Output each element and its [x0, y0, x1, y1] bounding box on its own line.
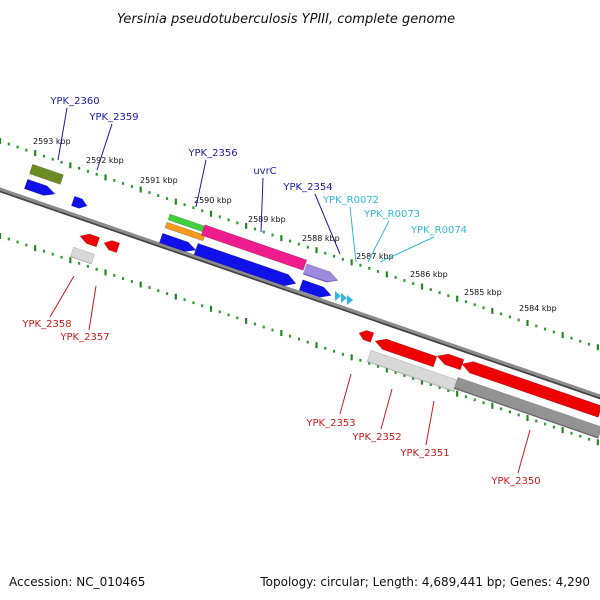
label-ypk-2359[interactable]: YPK_2359: [88, 112, 138, 123]
gene-ypk-2359[interactable]: [70, 195, 88, 210]
leader-ypk-2359: [96, 123, 113, 171]
ruler-tick-label: 2590 kbp: [194, 196, 232, 205]
gene-ypk-2352[interactable]: [435, 351, 465, 371]
leader-ypk-2354: [314, 193, 341, 255]
leader-ypk-r0073: [367, 220, 390, 263]
label-leader-lines: [49, 107, 531, 474]
leader-ypk-2357: [88, 285, 97, 331]
ruler-tick-label: 2588 kbp: [302, 234, 340, 243]
label-ypk-2360[interactable]: YPK_2360: [49, 96, 99, 107]
ruler-tick-label: 2592 kbp: [86, 156, 124, 165]
ruler-tick-label: 2593 kbp: [33, 137, 71, 146]
gene-ypk-2357[interactable]: [102, 238, 121, 253]
leader-ypk-r0074: [379, 236, 435, 263]
gene-ypk-2358[interactable]: [78, 231, 100, 248]
leader-ypk-2356: [195, 159, 207, 208]
gene-labels: YPK_2360 YPK_2359 YPK_2356 uvrC YPK_2354 YPK_…: [21, 96, 540, 487]
ruler-tick-label: 2591 kbp: [140, 176, 178, 185]
map-title: Yersinia pseudotuberculosis YPIII, compl…: [117, 12, 455, 27]
inner-ruler-track: [0, 233, 599, 446]
gene-uvrc-blue[interactable]: [193, 242, 298, 289]
leader-ypk-r0072: [349, 206, 357, 263]
outer-ruler-track: [0, 138, 599, 351]
leader-uvrc: [260, 177, 264, 233]
label-ypk-2354[interactable]: YPK_2354: [282, 182, 332, 193]
gene-features: [23, 163, 600, 439]
gene-ypk-2356[interactable]: [158, 232, 197, 255]
leader-ypk-2358: [49, 275, 75, 318]
label-ypk-2353[interactable]: YPK_2353: [305, 418, 355, 429]
leader-ypk-2360: [57, 107, 68, 161]
accession-text: Accession: NC_010465: [9, 575, 145, 589]
label-ypk-2356[interactable]: YPK_2356: [187, 148, 237, 159]
label-ypk-2358[interactable]: YPK_2358: [21, 319, 71, 330]
trna-marker[interactable]: [341, 293, 347, 303]
ruler-tick-label: 2589 kbp: [248, 215, 286, 224]
gene-uvrc[interactable]: [200, 224, 308, 271]
genome-summary-text: Topology: circular; Length: 4,689,441 bp…: [259, 575, 590, 589]
gene-ypk-2353[interactable]: [373, 336, 438, 368]
ruler-tick-label: 2587 kbp: [356, 252, 394, 261]
gene-ypk-2360[interactable]: [28, 163, 64, 185]
gene-ypk-2353-gray[interactable]: [366, 349, 459, 393]
leader-ypk-2350: [517, 429, 531, 474]
genome-backbone: [0, 187, 600, 398]
label-ypk-2352[interactable]: YPK_2352: [351, 432, 401, 443]
label-ypk-r0073[interactable]: YPK_R0073: [363, 209, 420, 220]
ruler-tick-labels: 2593 kbp 2592 kbp 2591 kbp 2590 kbp 2589 kbp…: [33, 137, 557, 313]
trna-marker[interactable]: [335, 291, 341, 301]
label-ypk-r0072[interactable]: YPK_R0072: [322, 195, 379, 206]
gene-ypk-2360-arrow[interactable]: [23, 178, 56, 198]
gene-ypk-2354[interactable]: [302, 263, 339, 286]
gene-ypk-2358-block[interactable]: [69, 246, 95, 265]
gene-ypk-2354-blue[interactable]: [298, 279, 333, 301]
gene-ypk-2350[interactable]: [453, 376, 600, 439]
label-ypk-r0074[interactable]: YPK_R0074: [410, 225, 467, 236]
label-ypk-2351[interactable]: YPK_2351: [399, 448, 449, 459]
label-ypk-2357[interactable]: YPK_2357: [59, 332, 109, 343]
ruler-tick-label: 2586 kbp: [410, 270, 448, 279]
gene-ypk-2356-orange[interactable]: [164, 221, 206, 242]
label-ypk-2350[interactable]: YPK_2350: [490, 476, 540, 487]
trna-marker[interactable]: [347, 295, 353, 305]
gene-ypk-2351[interactable]: [460, 358, 600, 418]
leader-ypk-2353: [339, 373, 352, 415]
leader-ypk-2351: [425, 400, 435, 446]
label-uvrc[interactable]: uvrC: [253, 166, 276, 177]
gene-ypk-2353-small[interactable]: [357, 328, 375, 343]
ruler-tick-label: 2584 kbp: [519, 304, 557, 313]
leader-ypk-2352: [380, 388, 393, 430]
ruler-tick-label: 2585 kbp: [464, 288, 502, 297]
